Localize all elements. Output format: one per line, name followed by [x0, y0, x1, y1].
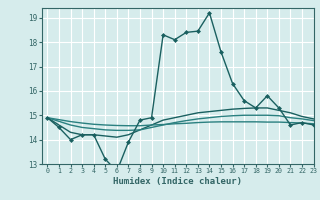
X-axis label: Humidex (Indice chaleur): Humidex (Indice chaleur)	[113, 177, 242, 186]
